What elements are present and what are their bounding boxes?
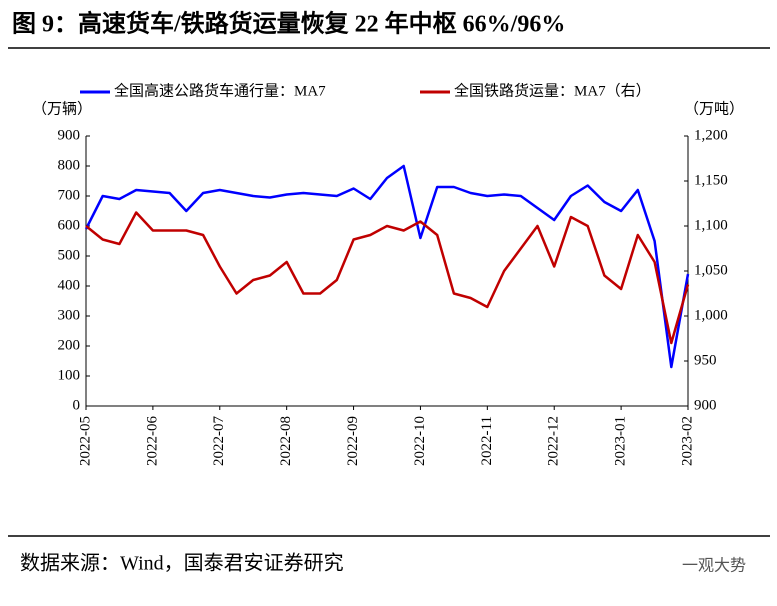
legend-label: 全国高速公路货车通行量：MA7 bbox=[114, 81, 326, 99]
y2-tick-label: 1,000 bbox=[694, 307, 728, 323]
line-series bbox=[85, 211, 690, 345]
x-tick-label: 2022-06 bbox=[144, 416, 160, 466]
line-series bbox=[84, 164, 690, 369]
y2-tick-label: 950 bbox=[694, 352, 717, 368]
y-axis-label: （万辆） bbox=[32, 100, 92, 117]
x-tick-label: 2022-05 bbox=[77, 416, 93, 466]
source: 数据来源：Wind，国泰君安证券研究 bbox=[20, 552, 344, 575]
x-tick-label: 2022-11 bbox=[479, 416, 495, 465]
y2-tick-label: 1,050 bbox=[694, 262, 728, 278]
y-tick-label: 500 bbox=[58, 247, 81, 263]
y2-tick-label: 1,100 bbox=[694, 217, 728, 233]
y-tick-label: 600 bbox=[58, 217, 81, 233]
y-tick-label: 0 bbox=[73, 397, 81, 413]
y-tick-label: 400 bbox=[58, 277, 81, 293]
x-tick-label: 2022-07 bbox=[211, 416, 227, 466]
y-tick-label: 700 bbox=[58, 187, 81, 203]
x-tick-label: 2022-10 bbox=[412, 416, 428, 466]
legend-label: 全国铁路货运量：MA7（右） bbox=[454, 81, 651, 99]
chart-title: 图 9：高速货车/铁路货运量恢复 22 年中枢 66%/96% bbox=[12, 10, 565, 38]
y2-axis-label: （万吨） bbox=[684, 100, 744, 117]
x-tick-label: 2023-02 bbox=[679, 416, 695, 466]
y2-tick-label: 1,200 bbox=[694, 127, 728, 143]
y-tick-label: 100 bbox=[58, 367, 81, 383]
y-tick-label: 900 bbox=[58, 127, 81, 143]
y-tick-label: 200 bbox=[58, 337, 81, 353]
y-tick-label: 800 bbox=[58, 157, 81, 173]
x-tick-label: 2023-01 bbox=[613, 416, 629, 466]
x-tick-label: 2022-09 bbox=[345, 416, 361, 466]
x-tick-label: 2022-08 bbox=[278, 416, 294, 466]
y2-tick-label: 1,150 bbox=[694, 172, 728, 188]
y2-tick-label: 900 bbox=[694, 397, 717, 413]
y-tick-label: 300 bbox=[58, 307, 81, 323]
x-tick-label: 2022-12 bbox=[546, 416, 562, 466]
watermark: 一观大势 bbox=[682, 556, 746, 575]
